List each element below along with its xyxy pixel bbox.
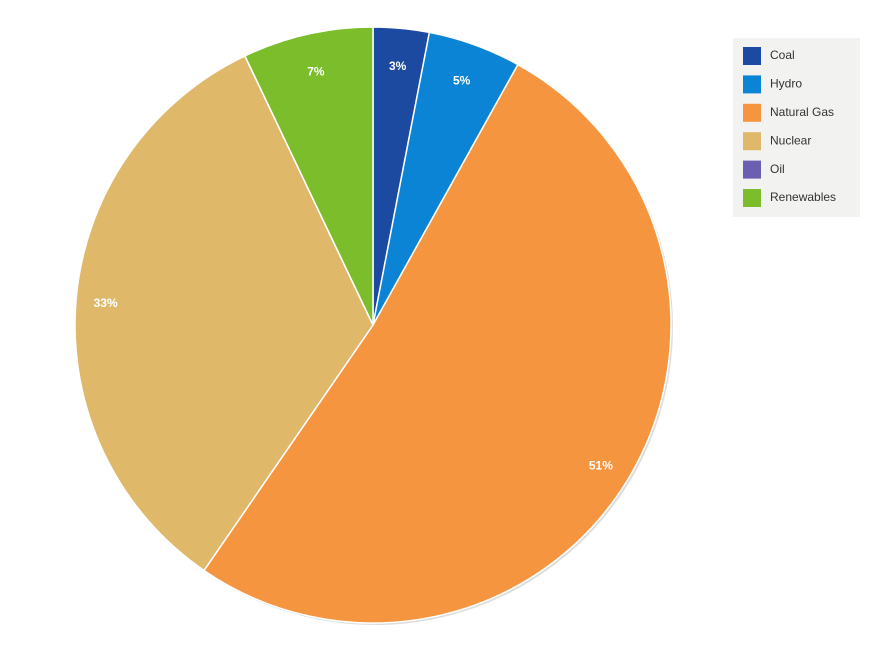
value-label: 3% (389, 59, 407, 73)
legend-box (733, 38, 860, 217)
value-label: 33% (94, 296, 118, 310)
legend-label[interactable]: Oil (770, 162, 785, 176)
legend-swatch[interactable] (743, 47, 761, 65)
legend-swatch[interactable] (743, 132, 761, 151)
legend-swatch[interactable] (743, 75, 761, 94)
legend-swatch[interactable] (743, 189, 761, 207)
legend-label[interactable]: Hydro (770, 77, 802, 91)
value-label: 5% (453, 74, 471, 88)
legend-label[interactable]: Coal (770, 48, 795, 62)
legend-label[interactable]: Renewables (770, 190, 836, 204)
legend-label[interactable]: Natural Gas (770, 105, 834, 119)
legend-swatch[interactable] (743, 160, 761, 179)
pie-slice[interactable] (243, 26, 374, 326)
legend-label[interactable]: Nuclear (770, 133, 811, 147)
value-label: 51% (589, 459, 613, 473)
legend-swatch[interactable] (743, 103, 761, 122)
value-label: 7% (307, 64, 325, 78)
pie-slice[interactable] (202, 63, 672, 624)
pie-slice[interactable] (74, 54, 374, 572)
